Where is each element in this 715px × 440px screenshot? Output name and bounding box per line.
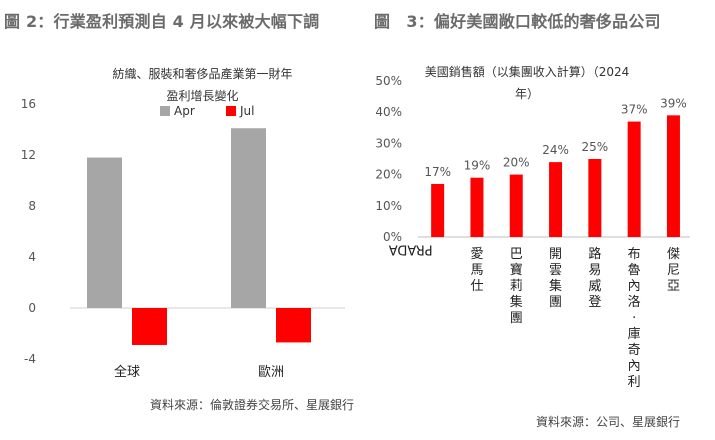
- chart2-bar: [431, 183, 445, 237]
- chart2-bar: [666, 115, 680, 237]
- chart2-category-label: 傑尼亞: [667, 247, 680, 294]
- chart2-category-label: 布魯內洛·庫奇內利: [628, 247, 641, 390]
- legend-jul: Jul: [226, 104, 254, 118]
- chart1-ytick-label: 12: [21, 148, 36, 162]
- chart2-ytick-label: 20%: [375, 168, 402, 182]
- chart1-bar-jul: [132, 308, 167, 345]
- chart2-ytick-label: 50%: [375, 74, 402, 88]
- chart2-source: 資料來源：公司、星展銀行: [536, 415, 681, 429]
- chart1-ytick-label: 4: [28, 250, 36, 264]
- chart2-ytick-label: 40%: [375, 105, 402, 119]
- chart1-title-line1: 紡織、服裝和奢侈品產業第一財年: [112, 67, 293, 81]
- chart1-title: 紡織、服裝和奢侈品產業第一財年 盈利增長變化: [60, 63, 345, 107]
- chart2-data-label: 19%: [464, 159, 491, 173]
- chart2-category-label: 巴寶莉集團: [510, 247, 523, 326]
- chart1-title-line2: 盈利增長變化: [166, 89, 239, 103]
- chart2-data-label: 20%: [503, 156, 530, 170]
- chart2-bar: [509, 174, 523, 237]
- chart1-ytick-label: 16: [21, 97, 36, 111]
- chart2-data-label: 17%: [424, 165, 451, 179]
- chart1-ytick-label: -4: [24, 352, 36, 366]
- chart2-bar: [627, 121, 641, 237]
- chart1-category-label: 歐洲: [258, 365, 284, 380]
- chart1-category-label: 全球: [114, 364, 140, 380]
- chart2-title: 美國銷售額（以集團收入計算）（2024 年）: [412, 61, 642, 105]
- chart2-ytick-label: 10%: [375, 199, 402, 213]
- legend-apr-label: Apr: [174, 104, 195, 118]
- chart2-data-label: 25%: [582, 140, 609, 154]
- chart1-source: 資料來源：倫敦證券交易所、星展銀行: [150, 398, 355, 412]
- chart2-title-line2: 年）: [514, 87, 539, 101]
- right-figure-heading: 圖 3：偏好美國敞口較低的奢侈品公司: [374, 12, 661, 31]
- chart2-category-label: 開雲集團: [549, 247, 562, 310]
- chart2-category-label: 愛馬仕: [470, 247, 483, 294]
- chart2-bar: [549, 162, 563, 237]
- legend-apr: Apr: [160, 104, 195, 118]
- chart2-ytick-label: 0%: [383, 230, 402, 244]
- chart2-data-label: 24%: [542, 143, 569, 157]
- chart2-ytick-label: 30%: [375, 136, 402, 150]
- chart1-bar-apr: [231, 128, 266, 308]
- chart2-category-label: 路易威登: [588, 246, 601, 310]
- legend-apr-swatch: [160, 106, 170, 116]
- chart2-bar: [588, 159, 602, 237]
- chart1-ytick-label: 0: [28, 301, 36, 315]
- chart1-bar-apr: [87, 157, 122, 308]
- legend-jul-label: Jul: [240, 104, 255, 118]
- chart1-ytick-label: 8: [28, 199, 36, 213]
- chart2-title-line1: 美國銷售額（以集團收入計算）（2024: [424, 65, 630, 79]
- chart1-bar-jul: [276, 308, 311, 343]
- legend-jul-swatch: [226, 106, 236, 116]
- chart2-bar: [470, 177, 484, 237]
- chart2-data-label: 39%: [660, 96, 687, 110]
- chart2-data-label: 37%: [621, 103, 648, 117]
- left-figure-heading: 圖 2：行業盈利預測自 4 月以來被大幅下調: [4, 12, 320, 31]
- chart2-category-label: PRADA: [389, 242, 433, 257]
